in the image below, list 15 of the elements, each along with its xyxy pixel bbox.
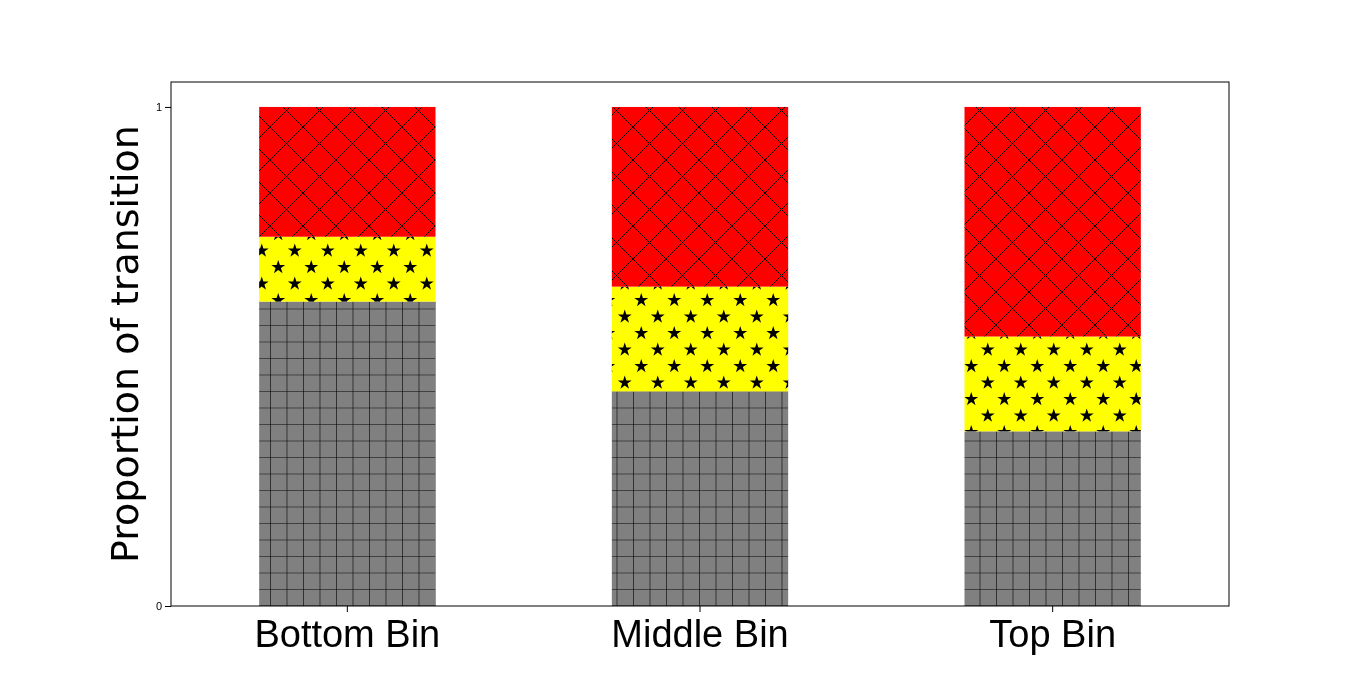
bar	[611, 391, 789, 606]
x-tick-label: Bottom Bin	[254, 613, 441, 656]
y-axis-title: Proportion of transition	[103, 125, 147, 563]
bar	[611, 286, 789, 392]
bar	[964, 431, 1141, 606]
bar	[964, 106, 1141, 337]
x-tick-label: Middle Bin	[611, 613, 789, 656]
y-tick-label: 1	[155, 100, 162, 113]
y-tick-label: 0	[155, 600, 162, 613]
bar	[964, 336, 1141, 432]
x-tick-label: Top Bin	[989, 613, 1117, 656]
bar	[259, 106, 436, 237]
bar	[259, 301, 436, 606]
bar	[611, 106, 789, 287]
bar	[259, 236, 436, 302]
